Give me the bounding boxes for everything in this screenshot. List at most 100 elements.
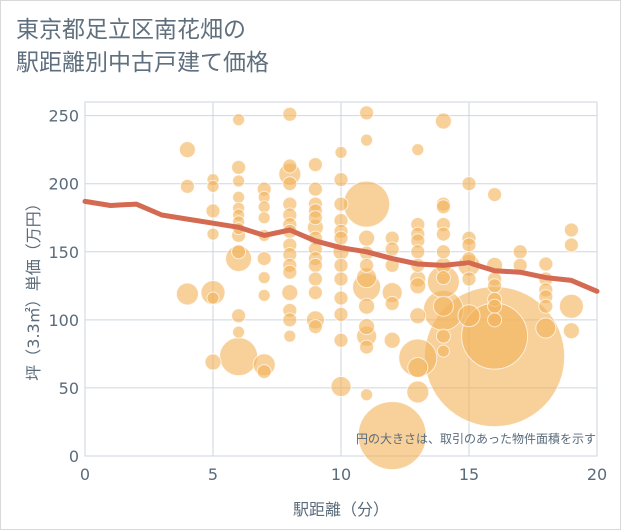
data-bubble	[206, 179, 220, 193]
data-bubble	[232, 113, 246, 127]
data-bubble	[487, 278, 503, 294]
x-tick-label: 15	[459, 465, 479, 484]
bubble-layer	[175, 105, 584, 471]
data-bubble	[435, 328, 451, 344]
data-bubble	[307, 271, 323, 287]
data-bubble	[307, 319, 323, 335]
data-bubble	[407, 357, 429, 378]
data-bubble	[178, 141, 196, 159]
data-bubble	[333, 257, 349, 273]
data-bubble	[487, 298, 503, 314]
data-bubble	[360, 388, 374, 402]
x-tick-label: 20	[587, 465, 607, 484]
data-bubble	[406, 380, 430, 404]
data-bubble	[282, 312, 298, 328]
data-bubble	[436, 344, 450, 358]
data-bubble	[333, 172, 349, 188]
y-tick-label: 200	[48, 175, 79, 194]
x-axis-title: 駅距離（分）	[293, 500, 389, 519]
data-bubble	[256, 251, 272, 267]
data-bubble	[219, 337, 259, 377]
data-bubble	[333, 332, 349, 348]
data-bubble	[538, 256, 554, 272]
data-bubble	[206, 291, 220, 305]
data-bubble	[231, 244, 247, 260]
data-bubble	[563, 237, 579, 253]
data-bubble	[232, 190, 246, 204]
data-bubble	[333, 196, 349, 212]
data-bubble	[333, 290, 349, 306]
data-bubble	[282, 176, 298, 192]
data-bubble	[307, 157, 323, 173]
title-line-1: 東京都足立区南花畑の	[16, 17, 246, 43]
y-tick-label: 50	[59, 379, 79, 398]
data-bubble	[334, 145, 348, 159]
data-bubble	[257, 271, 271, 285]
data-bubble	[487, 312, 503, 328]
data-bubble	[330, 376, 352, 398]
data-bubble	[256, 364, 272, 380]
data-bubble	[512, 244, 528, 260]
data-bubble	[179, 178, 195, 194]
y-tick-label: 150	[48, 243, 79, 262]
data-bubble	[281, 284, 299, 302]
data-bubble	[461, 237, 477, 253]
data-bubble	[383, 331, 401, 349]
y-tick-label: 0	[69, 447, 79, 466]
data-bubble	[409, 277, 427, 295]
x-tick-label: 0	[80, 465, 90, 484]
y-tick-label: 100	[48, 311, 79, 330]
data-bubble	[204, 353, 222, 371]
data-bubble	[461, 176, 477, 192]
data-bubble	[283, 329, 297, 343]
x-tick-label: 5	[208, 465, 218, 484]
data-bubble	[307, 210, 323, 226]
data-bubble	[257, 211, 271, 225]
data-bubble	[257, 288, 271, 302]
data-bubble	[461, 271, 477, 287]
data-bubble	[282, 264, 298, 280]
data-bubble	[558, 293, 584, 319]
data-bubble	[435, 270, 451, 286]
x-tick-label: 10	[331, 465, 351, 484]
data-bubble	[384, 241, 400, 257]
data-bubble	[359, 257, 375, 273]
data-bubble	[434, 112, 452, 130]
data-bubble	[409, 307, 427, 325]
data-bubble	[435, 199, 451, 215]
data-bubble	[205, 203, 221, 219]
y-tick-label: 250	[48, 107, 79, 126]
chart-title: 東京都足立区南花畑の 駅距離別中古戸建て価格	[16, 14, 269, 80]
data-bubble	[358, 229, 376, 247]
data-bubble	[538, 298, 554, 314]
data-bubble	[435, 226, 451, 242]
size-note: 円の大きさは、取引のあった物件面積を示す	[356, 431, 596, 446]
y-axis-ticks: 0 50 100 150 200 250	[48, 107, 79, 466]
data-bubble	[257, 200, 271, 214]
data-bubble	[457, 304, 481, 328]
data-bubble	[231, 159, 247, 175]
data-bubble	[487, 187, 503, 203]
data-bubble	[432, 295, 454, 317]
data-bubble	[232, 325, 246, 339]
data-bubble	[231, 308, 247, 324]
data-bubble	[359, 339, 375, 355]
data-bubble	[411, 143, 425, 157]
trend-line	[82, 198, 600, 294]
data-bubble	[359, 105, 375, 121]
data-bubble	[357, 401, 427, 471]
data-bubble	[384, 296, 400, 312]
y-axis-title: 坪（3.3㎡）単価（万円）	[24, 195, 43, 380]
data-bubble	[232, 174, 246, 188]
data-bubble	[358, 318, 376, 336]
data-bubble	[307, 257, 323, 273]
data-bubble	[410, 244, 426, 260]
data-bubble	[563, 222, 579, 238]
data-bubble	[562, 322, 580, 340]
data-bubble	[206, 227, 220, 241]
x-axis-ticks: 0 5 10 15 20	[80, 465, 607, 484]
data-bubble	[307, 181, 323, 197]
data-bubble	[333, 271, 349, 287]
data-bubble	[358, 297, 376, 315]
